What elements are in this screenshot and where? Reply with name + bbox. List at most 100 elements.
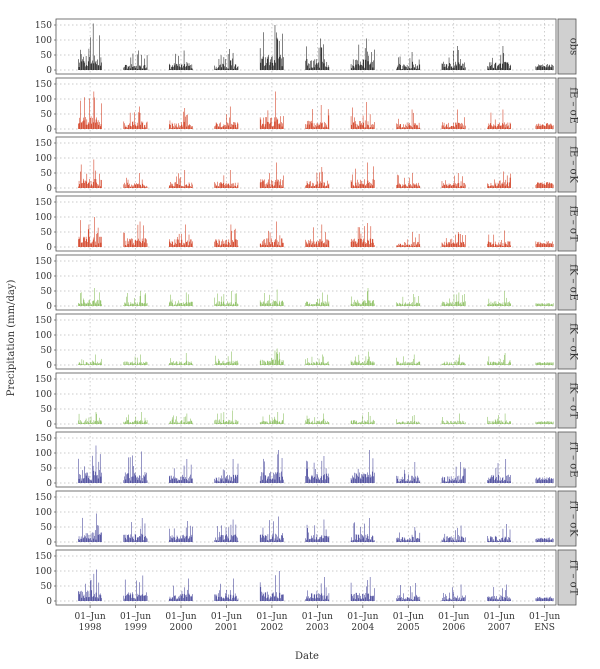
y-tick-label: 50: [41, 287, 53, 297]
y-tick-label: 50: [41, 405, 53, 415]
panel-label: fE – σK: [568, 146, 579, 183]
y-tick-label: 150: [35, 434, 52, 444]
y-tick-label: 100: [35, 508, 52, 518]
y-tick-label: 0: [46, 597, 52, 607]
x-tick-label-top: 01–Jun: [75, 612, 106, 622]
y-tick-label: 150: [35, 375, 52, 385]
panel-label: fK – σT: [568, 382, 579, 418]
x-tick-label-top: 01–Jun: [484, 612, 515, 622]
y-tick-label: 150: [35, 493, 52, 503]
panel: 0 50 100 150 fK – σK: [35, 313, 579, 371]
panel-label: fK – σK: [568, 323, 579, 360]
y-tick-label: 50: [41, 523, 53, 533]
y-tick-label: 0: [46, 66, 52, 76]
x-tick-label-top: 01–Jun: [256, 612, 287, 622]
x-tick-label-top: 01–Jun: [302, 612, 333, 622]
x-tick-label-bottom: 2000: [170, 623, 193, 633]
y-tick-label: 150: [35, 257, 52, 267]
x-axis: 01–Jun199801–Jun199901–Jun200001–Jun2001…: [75, 605, 560, 633]
x-tick-label-top: 01–Jun: [211, 612, 242, 622]
panel-frame: [55, 431, 557, 488]
y-tick-label: 0: [46, 125, 52, 135]
y-tick-label: 50: [41, 346, 53, 356]
panel-label: fT – σK: [568, 500, 579, 537]
y-tick-label: 50: [41, 51, 53, 61]
panel-frame: [55, 254, 557, 311]
y-tick-label: 0: [46, 302, 52, 312]
y-tick-label: 150: [35, 316, 52, 326]
y-tick-label: 100: [35, 95, 52, 105]
panel-strip: [557, 18, 577, 75]
y-axis-label: Precipitation (mm/day): [6, 279, 17, 396]
x-tick-label-top: 01–Jun: [438, 612, 469, 622]
x-tick-label-bottom: 2002: [260, 623, 283, 633]
panel-strip: [557, 490, 577, 547]
y-tick-label: 100: [35, 213, 52, 223]
y-tick-label: 100: [35, 36, 52, 46]
y-tick-label: 0: [46, 538, 52, 548]
panel: 0 50 100 150 fK – σE: [35, 254, 579, 312]
panel: 0 50 100 150 obs: [35, 18, 579, 76]
panel-strip: [557, 254, 577, 311]
panel: 0 50 100 150 fE – σT: [35, 195, 579, 253]
x-tick-label-bottom: 2007: [488, 623, 511, 633]
x-tick-label-bottom: 2006: [442, 623, 465, 633]
y-tick-label: 0: [46, 184, 52, 194]
y-tick-label: 100: [35, 272, 52, 282]
x-tick-label-top: 01–Jun: [120, 612, 151, 622]
panel: 0 50 100 150 fE – σE: [35, 77, 579, 135]
x-axis-label: Date: [295, 651, 319, 662]
x-tick-label-bottom: 2001: [215, 623, 238, 633]
panel-label: obs: [568, 38, 579, 56]
panel-frame: [55, 18, 557, 75]
panel-strip: [557, 77, 577, 134]
x-tick-label-bottom: 2004: [351, 623, 374, 633]
y-tick-label: 0: [46, 420, 52, 430]
panel-frame: [55, 136, 557, 193]
y-tick-label: 50: [41, 169, 53, 179]
y-tick-label: 100: [35, 390, 52, 400]
panel-frame: [55, 372, 557, 429]
y-tick-label: 100: [35, 154, 52, 164]
y-tick-label: 100: [35, 331, 52, 341]
panel-label: fT – σT: [568, 560, 579, 596]
panel-strip: [557, 313, 577, 370]
y-tick-label: 150: [35, 198, 52, 208]
y-tick-label: 50: [41, 228, 53, 238]
y-tick-label: 0: [46, 243, 52, 253]
y-tick-label: 100: [35, 449, 52, 459]
y-tick-label: 100: [35, 567, 52, 577]
panel-frame: [55, 313, 557, 370]
y-tick-label: 50: [41, 582, 53, 592]
panel-strip: [557, 136, 577, 193]
y-tick-label: 150: [35, 80, 52, 90]
x-tick-label-top: 01–Jun: [393, 612, 424, 622]
x-tick-label-bottom: 1998: [79, 623, 102, 633]
panel-label: fT – σE: [568, 442, 579, 478]
y-tick-label: 0: [46, 361, 52, 371]
x-tick-label-top: 01–Jun: [347, 612, 378, 622]
y-tick-label: 0: [46, 479, 52, 489]
panel-label: fK – σE: [568, 264, 579, 301]
y-tick-label: 150: [35, 21, 52, 31]
x-tick-label-bottom: 2005: [397, 623, 420, 633]
panel-label: fE – σT: [568, 206, 579, 242]
panel-strip: [557, 372, 577, 429]
panel-strip: [557, 549, 577, 606]
y-tick-label: 150: [35, 552, 52, 562]
x-tick-label-top: 01–Jun: [165, 612, 196, 622]
x-tick-label-bottom: 2003: [306, 623, 329, 633]
panel-label: fE – σE: [568, 87, 579, 123]
x-tick-label-bottom: ENS: [534, 623, 555, 633]
panel: 0 50 100 150 fT – σK: [35, 490, 579, 548]
panel-strip: [557, 431, 577, 488]
panels-layer: 0 50 100 150 obs 0 50 100 150 fE – σE 0 50 100 150 fE …: [35, 18, 579, 607]
x-tick-label-bottom: 1999: [124, 623, 147, 633]
y-tick-label: 50: [41, 110, 53, 120]
panel-frame: [55, 77, 557, 134]
x-tick-label-top: 01–Jun: [529, 612, 560, 622]
panel-strip: [557, 195, 577, 252]
y-tick-label: 50: [41, 464, 53, 474]
panel: 0 50 100 150 fT – σE: [35, 431, 579, 489]
